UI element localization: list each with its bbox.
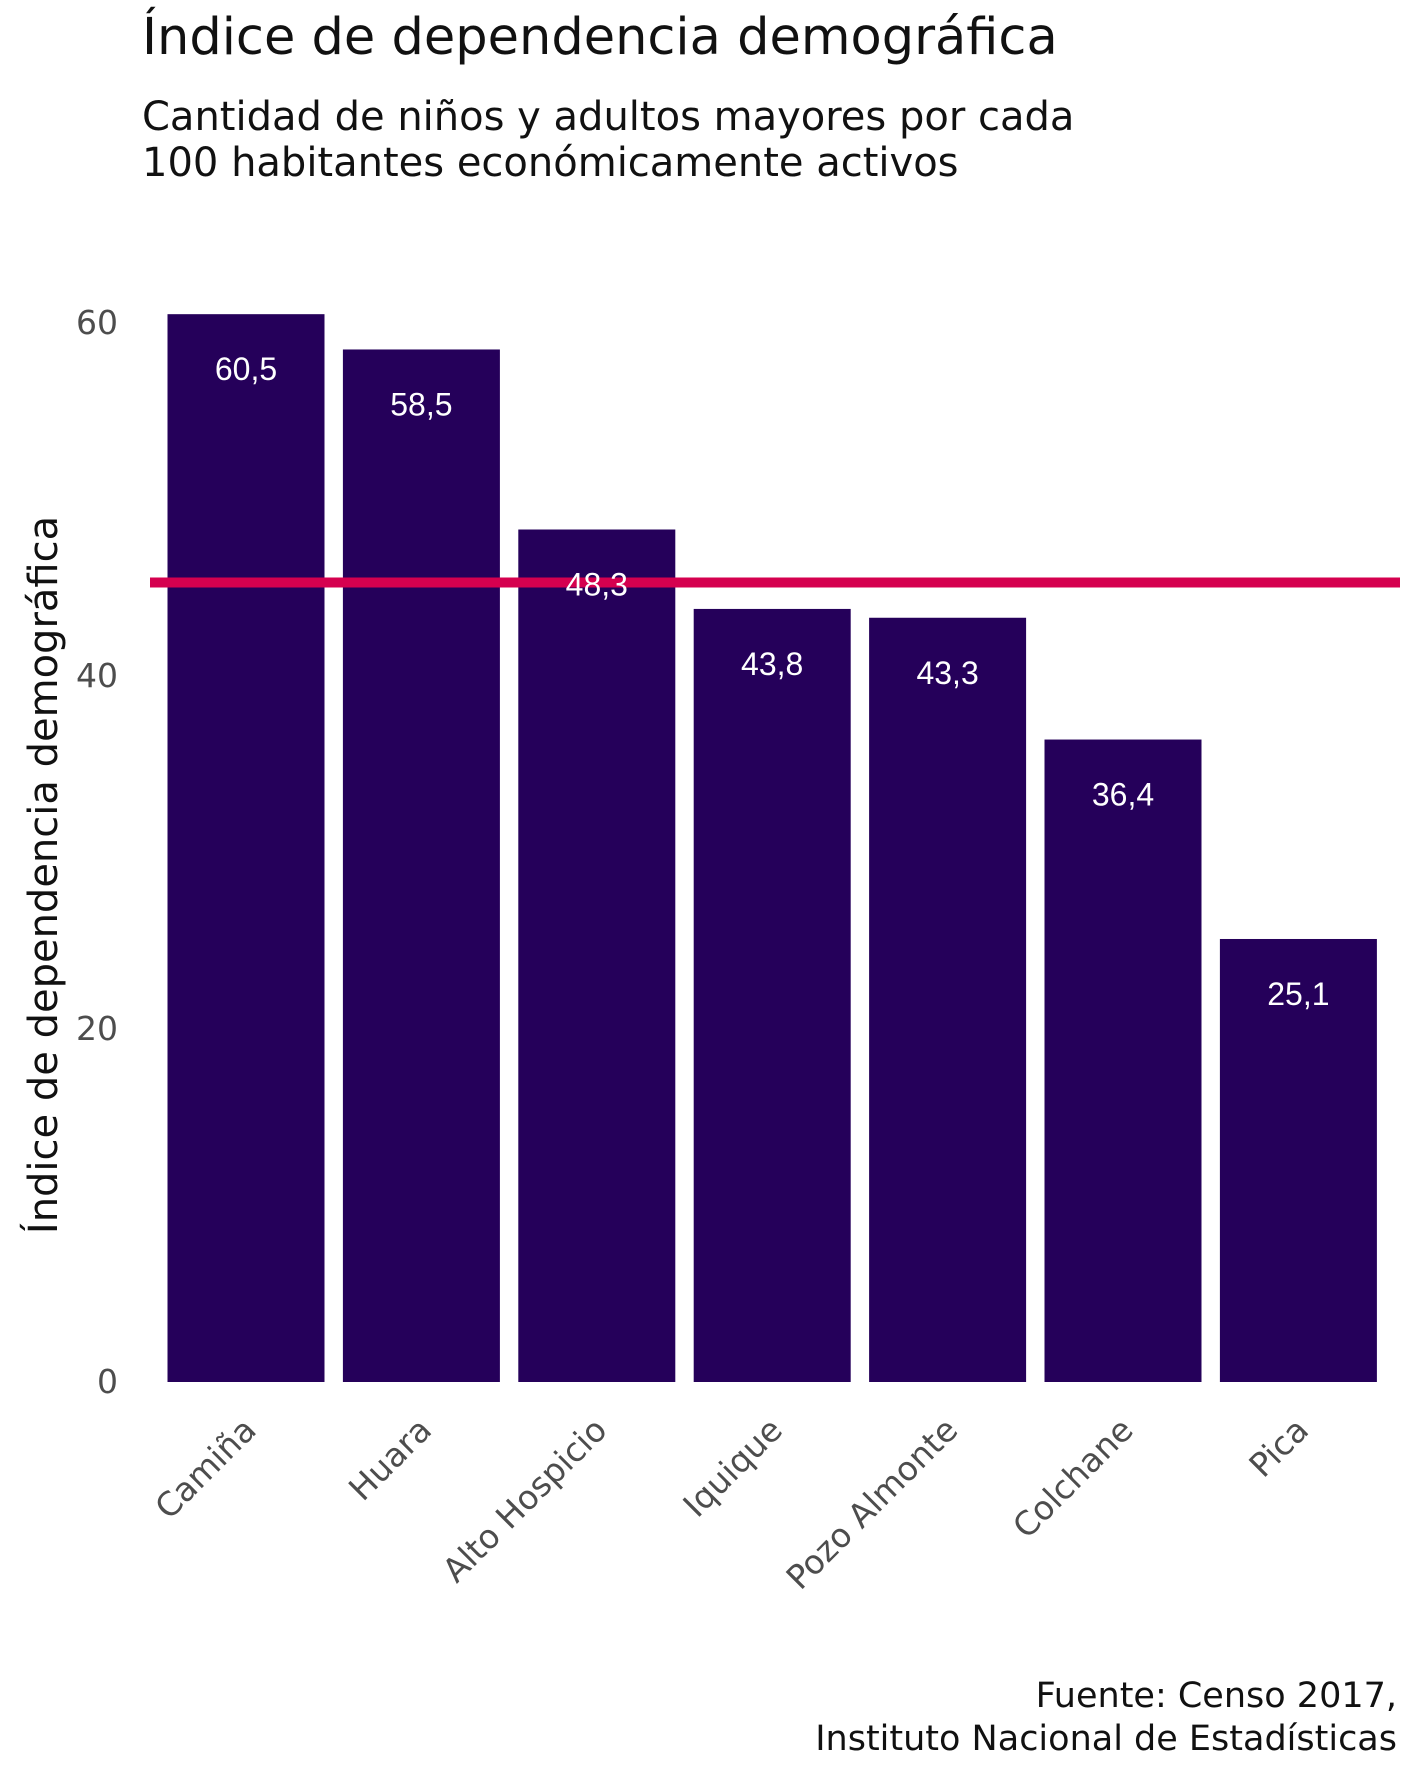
bar [869,617,1027,1382]
bar [518,529,676,1382]
bar [342,349,500,1383]
bar [1044,739,1202,1382]
bar-value-label: 43,8 [741,646,803,682]
bars [167,314,1377,1383]
bar [1219,938,1377,1382]
chart-subtitle: Cantidad de niños y adultos mayores por … [142,94,1075,186]
bar-value-label: 43,3 [916,655,978,691]
x-tick-label: Colchane [1005,1410,1141,1546]
y-tick-label: 40 [76,656,118,695]
bar-value-label: 36,4 [1092,777,1154,813]
y-axis-ticks: 0 20 40 60 [76,303,118,1401]
y-tick-label: 0 [97,1362,118,1401]
x-tick-label: Camiña [147,1410,263,1526]
x-tick-label: Huara [341,1410,439,1508]
x-tick-label: Iquique [675,1410,790,1525]
bar-value-label: 60,5 [215,351,277,387]
bar [167,314,325,1382]
x-tick-label: Pozo Almonte [778,1410,965,1597]
bar-value-label: 48,3 [566,567,628,603]
bar [693,608,851,1382]
chart-title: Índice de dependencia demográfica [142,8,1058,67]
bar-value-label: 25,1 [1267,976,1329,1012]
x-tick-label: Alto Hospicio [435,1410,615,1590]
y-tick-label: 20 [76,1009,118,1048]
source-caption: Fuente: Censo 2017, Instituto Nacional d… [815,1676,1397,1759]
bar-value-labels: 60,5 58,5 48,3 43,8 43,3 36,4 25,1 [215,351,1330,1012]
bar-value-label: 58,5 [390,386,452,422]
x-tick-label: Pica [1241,1410,1316,1485]
y-tick-label: 60 [76,303,118,342]
